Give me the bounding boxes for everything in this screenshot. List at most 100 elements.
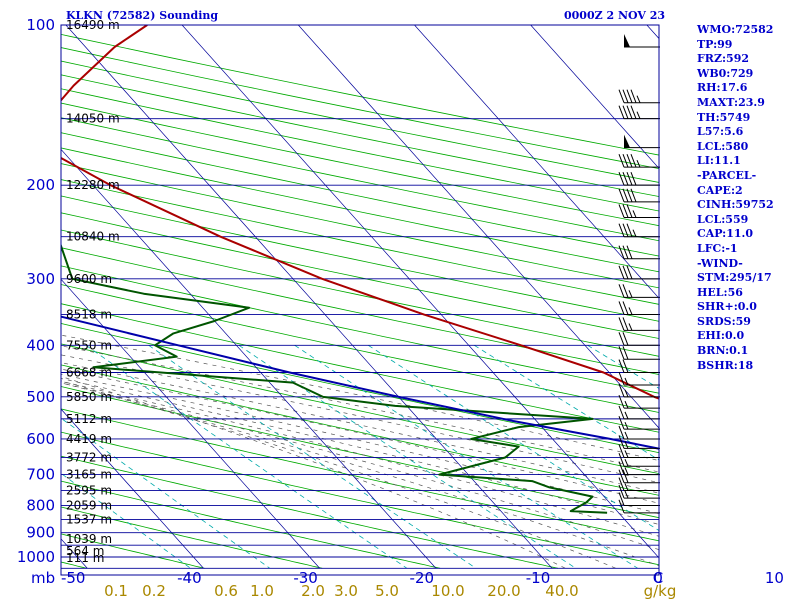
dry-adiabat-line <box>61 408 659 542</box>
dry-adiabat-line <box>61 147 659 273</box>
wind-barb-half-flag <box>636 111 641 119</box>
wind-barb-flag <box>618 405 625 420</box>
dry-adiabat-line <box>61 506 323 569</box>
height-label: 6668 m <box>66 366 112 380</box>
dry-adiabat-line <box>61 179 659 305</box>
index-item: BRN:0.1 <box>697 344 749 358</box>
station-title: KLKN (72582) Sounding <box>66 9 219 22</box>
wind-barb-half-flag <box>636 159 641 168</box>
index-item: CAPE:2 <box>697 183 743 197</box>
isotherm-line <box>414 25 659 299</box>
mixing-ratio-tick-label: 0.2 <box>142 582 166 600</box>
wind-barb <box>618 499 660 514</box>
wind-barb-flag <box>618 171 625 186</box>
wind-barb-half-flag <box>628 307 633 315</box>
pressure-tick-label: 500 <box>26 388 55 406</box>
mixing-ratio-tick-label: 1.0 <box>250 582 274 600</box>
moist-adiabat-line <box>61 368 659 504</box>
index-item: STM:295/17 <box>697 271 772 285</box>
wind-barb <box>624 134 660 149</box>
height-label: 1537 m <box>66 512 112 526</box>
height-label: 7550 m <box>66 338 112 352</box>
index-item: MAXT:23.9 <box>697 95 765 109</box>
index-item: WB0:729 <box>697 66 754 80</box>
wind-barb-flag <box>622 332 629 346</box>
sounding-time: 0000Z 2 NOV 23 <box>564 9 666 22</box>
wind-barb <box>618 346 660 360</box>
wind-barb-flag <box>618 469 625 483</box>
dry-adiabat-line <box>61 386 659 519</box>
wind-barb-half-flag <box>624 467 629 475</box>
wind-barb-flag <box>618 371 625 386</box>
wind-barb <box>618 453 660 467</box>
index-item: EHI:0.0 <box>697 329 745 343</box>
pressure-tick-label: 100 <box>26 16 55 34</box>
wind-barb <box>618 153 660 168</box>
wind-barb-half-flag <box>632 210 637 218</box>
wind-barb-flag <box>630 105 637 119</box>
index-item: SHR+:0.0 <box>697 300 757 314</box>
index-item: BSHR:18 <box>697 358 754 372</box>
wind-barb-flag <box>630 153 637 168</box>
sounding-traces <box>61 25 659 514</box>
mixing-ratio-tick-label: 40.0 <box>545 582 578 600</box>
wind-barb-flag <box>622 223 629 237</box>
wind-barb <box>618 415 660 430</box>
height-label: 5112 m <box>66 412 112 426</box>
wind-barb <box>618 204 660 218</box>
wind-barb-flag <box>626 153 633 168</box>
wind-barb-flag <box>618 245 625 259</box>
wind-barb-flag <box>618 317 625 331</box>
wind-barb-flag <box>618 425 625 440</box>
height-label: 2595 m <box>66 484 112 498</box>
temperature-trace <box>61 25 659 400</box>
wind-barb <box>618 284 660 298</box>
height-label: 1039 m <box>66 532 112 546</box>
wind-barb-flag <box>618 394 625 409</box>
wind-barb-half-flag <box>632 229 637 237</box>
wind-barb-flag <box>618 484 625 499</box>
wind-barbs <box>618 34 660 514</box>
index-item: FRZ:592 <box>697 52 750 66</box>
index-item: L57:5.6 <box>697 125 744 139</box>
parcel-trace <box>61 315 659 450</box>
wind-barb-flag <box>622 284 629 298</box>
wind-barb-half-flag <box>624 421 629 430</box>
mixing-ratio-line <box>238 344 577 569</box>
wind-barb-flag <box>618 346 625 360</box>
wind-barb <box>618 223 660 238</box>
wind-barb-half-flag <box>624 450 629 458</box>
mixing-ratio-tick-label: 3.0 <box>334 582 358 600</box>
plot-frame <box>60 24 660 576</box>
index-item: SRDS:59 <box>697 314 751 328</box>
wind-barb-flag <box>618 415 625 430</box>
pressure-tick-label: 300 <box>26 270 55 288</box>
height-label: 14050 m <box>66 112 120 126</box>
wind-barb-flag <box>618 223 625 237</box>
wind-barb-flag <box>630 188 637 203</box>
temperature-tick-label: -20 <box>410 569 435 587</box>
mixing-ratio-line <box>294 344 638 569</box>
pressure-tick-label: 600 <box>26 430 55 448</box>
wind-barb-flag <box>622 89 629 103</box>
wind-barb-flag <box>618 499 625 514</box>
wind-barb-half-flag <box>624 490 629 499</box>
height-label: 9600 m <box>66 272 112 286</box>
wind-barb <box>618 245 660 260</box>
mixing-ratio-tick-label: 0.6 <box>214 582 238 600</box>
wind-barb <box>618 405 660 420</box>
isotherm-line <box>61 148 437 569</box>
dry-adiabat-line <box>61 195 659 322</box>
index-item: LFC:-1 <box>697 241 738 255</box>
wind-barb-flag <box>618 188 625 203</box>
moist-adiabat-line <box>61 382 659 551</box>
index-item: CINH:59752 <box>697 198 774 212</box>
wind-barb-half-flag <box>636 95 641 103</box>
wind-barb <box>618 89 660 104</box>
temperature-tick-label: -10 <box>526 569 551 587</box>
wind-barb-flag <box>626 223 633 237</box>
temperature-tick-label: -50 <box>61 569 86 587</box>
wind-barb-half-flag <box>624 411 629 420</box>
